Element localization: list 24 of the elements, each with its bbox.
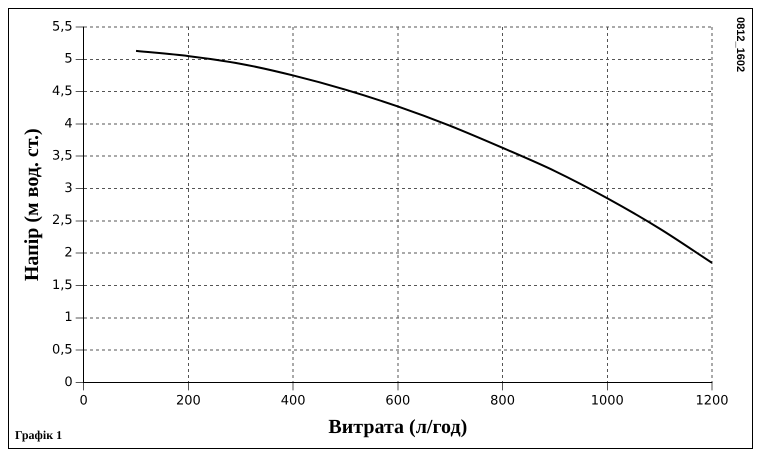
x-tick-label: 400 <box>280 394 306 409</box>
y-tick-label: 2 <box>64 246 73 261</box>
x-axis-title: Витрата (л/год) <box>328 416 468 438</box>
x-tick-label: 600 <box>385 394 410 409</box>
y-tick-label: 3,5 <box>52 148 73 164</box>
text: 0812_1602 <box>734 17 746 72</box>
y-tick-label: 0 <box>64 374 73 390</box>
y-tick-label: 1,5 <box>52 278 73 293</box>
text: Графік 1 <box>15 428 62 442</box>
y-tick-label: 2,5 <box>52 213 73 228</box>
x-tick-label: 800 <box>490 394 515 409</box>
x-tick-label: 1000 <box>590 394 624 409</box>
y-tick-label: 5,5 <box>52 19 73 34</box>
line-series <box>135 50 712 264</box>
y-tick-label: 0,5 <box>52 342 73 358</box>
x-tick-label: 0 <box>80 394 88 409</box>
y-tick-label: 4,5 <box>52 84 73 99</box>
y-tick-label: 3 <box>64 180 73 196</box>
y-tick-label: 5 <box>64 52 73 67</box>
y-axis-title: Напір (м вод. ст.) <box>21 128 44 282</box>
y-tick-label: 1 <box>64 310 73 326</box>
x-tick-label: 200 <box>176 394 201 409</box>
y-tick-label: 4 <box>64 116 73 132</box>
x-tick-label: 1200 <box>695 394 729 409</box>
